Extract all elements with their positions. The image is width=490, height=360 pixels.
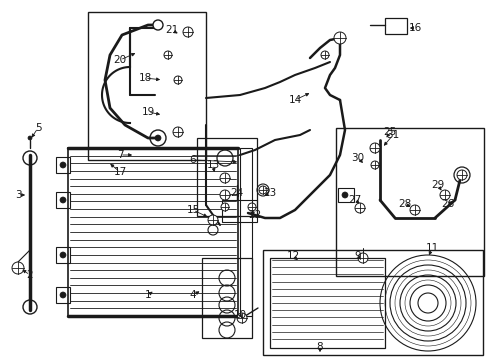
Text: 6: 6 (190, 155, 196, 165)
Text: 14: 14 (289, 95, 302, 105)
Text: 23: 23 (264, 188, 277, 198)
Text: 27: 27 (348, 195, 362, 205)
Circle shape (183, 27, 193, 37)
Text: 11: 11 (425, 243, 439, 253)
Circle shape (60, 252, 66, 258)
Text: 2: 2 (26, 270, 33, 280)
Text: 3: 3 (15, 190, 21, 200)
Text: 9: 9 (355, 251, 361, 261)
Circle shape (208, 215, 218, 225)
Text: 24: 24 (230, 188, 244, 198)
Bar (56, 157, 70, 173)
Bar (68, 148, 238, 316)
Text: 16: 16 (408, 23, 421, 33)
Text: 22: 22 (248, 210, 262, 220)
Circle shape (220, 190, 230, 200)
Circle shape (371, 161, 379, 169)
Circle shape (155, 135, 161, 141)
Text: 26: 26 (441, 199, 455, 209)
Circle shape (28, 136, 32, 140)
Circle shape (60, 197, 66, 203)
Text: 17: 17 (113, 167, 126, 177)
Text: 18: 18 (138, 73, 151, 83)
Circle shape (410, 205, 420, 215)
Text: 15: 15 (186, 205, 199, 215)
Circle shape (237, 313, 247, 323)
Circle shape (174, 76, 182, 84)
Circle shape (342, 192, 348, 198)
Circle shape (12, 262, 24, 274)
Bar (56, 287, 70, 303)
Text: 7: 7 (117, 150, 123, 160)
Bar (338, 188, 354, 202)
Text: 5: 5 (35, 123, 41, 133)
Text: 13: 13 (206, 160, 220, 170)
Bar (56, 192, 70, 208)
Circle shape (60, 292, 66, 298)
Circle shape (321, 51, 329, 59)
Circle shape (334, 32, 346, 44)
Circle shape (153, 20, 163, 30)
Circle shape (355, 203, 365, 213)
Text: 25: 25 (383, 127, 396, 137)
Text: 1: 1 (145, 290, 151, 300)
Circle shape (173, 127, 183, 137)
Text: 28: 28 (398, 199, 412, 209)
Bar (270, 258, 385, 348)
Circle shape (164, 51, 172, 59)
Circle shape (221, 203, 229, 211)
Circle shape (370, 143, 380, 153)
Text: 20: 20 (114, 55, 126, 65)
Bar (240, 148, 252, 316)
Text: 21: 21 (166, 25, 179, 35)
Circle shape (259, 186, 267, 194)
Circle shape (220, 173, 230, 183)
Text: 12: 12 (286, 251, 299, 261)
Circle shape (457, 170, 467, 180)
Text: 30: 30 (351, 153, 365, 163)
Text: 19: 19 (142, 107, 155, 117)
Circle shape (440, 190, 450, 200)
Circle shape (248, 203, 256, 211)
Circle shape (358, 253, 368, 263)
Bar (222, 200, 257, 222)
Text: 4: 4 (190, 290, 196, 300)
Bar (56, 247, 70, 263)
Text: 31: 31 (387, 130, 400, 140)
Bar (336, 128, 484, 276)
Text: 10: 10 (233, 310, 246, 320)
Text: 29: 29 (431, 180, 444, 190)
Bar (385, 18, 407, 34)
Text: 8: 8 (317, 342, 323, 352)
Bar (263, 250, 483, 355)
Circle shape (60, 162, 66, 168)
Bar (88, 12, 206, 160)
Bar (197, 138, 257, 216)
Bar (202, 258, 252, 338)
